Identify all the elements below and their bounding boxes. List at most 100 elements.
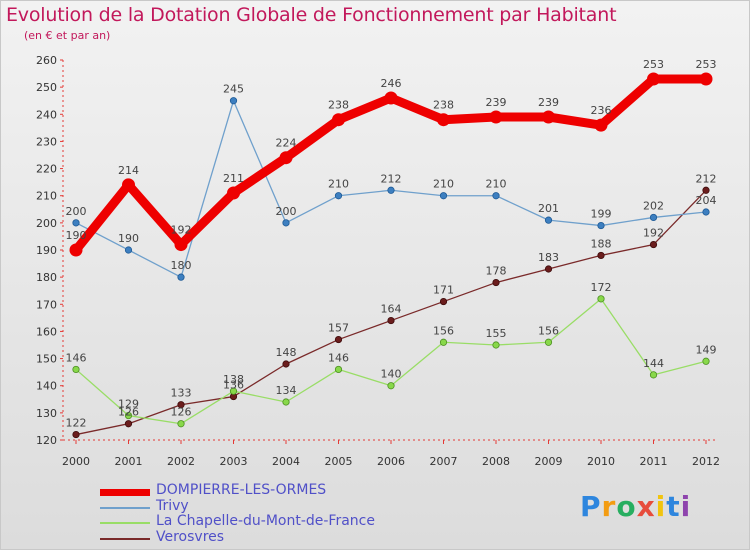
data-label: 180 [171,259,192,272]
data-point [594,118,608,132]
data-label: 134 [276,384,297,397]
proxiti-logo: Proxiti [580,490,692,523]
data-point [124,246,133,254]
data-label: 245 [223,83,244,96]
data-label: 211 [223,172,244,185]
data-point [387,316,395,325]
data-point [597,251,605,260]
data-point [544,216,553,224]
data-point [174,238,188,252]
legend-swatch [100,489,150,496]
data-label: 214 [118,164,139,177]
data-label: 188 [591,237,612,250]
data-label: 238 [433,99,454,112]
x-tick-label: 2010 [587,455,615,468]
data-point [489,110,503,124]
data-label: 156 [538,324,559,337]
data-point [702,186,710,194]
data-label: 138 [223,373,244,386]
data-label: 155 [486,327,507,340]
data-label: 171 [433,284,454,297]
data-point [124,411,133,420]
data-point [72,219,80,227]
data-point [439,192,448,200]
data-label: 122 [66,417,87,430]
data-point [72,365,80,374]
data-point [647,72,660,86]
y-tick-label: 140 [36,380,57,393]
data-label: 192 [643,227,664,240]
data-label: 164 [381,303,402,316]
data-label: 210 [328,178,349,191]
y-tick-label: 170 [36,298,57,311]
data-point [544,265,553,273]
x-tick-label: 2002 [167,455,195,468]
legend-label: Trivy [156,497,189,514]
data-label: 178 [486,265,507,278]
x-tick-label: 2003 [220,455,248,468]
x-tick-label: 2008 [482,455,510,468]
data-label: 126 [118,406,139,419]
y-tick-label: 150 [36,353,57,366]
data-label: 129 [118,398,139,411]
data-label: 238 [328,99,349,112]
data-label: 126 [171,406,192,419]
data-label: 146 [66,351,87,364]
data-label: 253 [696,58,717,71]
data-point [492,278,500,287]
data-point [282,360,290,368]
data-label: 146 [328,351,349,364]
data-point [282,398,290,406]
data-point [649,371,658,379]
data-label: 210 [433,178,454,191]
chart-axes: 120 130 140 150 160 170 180 190 200 210 220 230 240 2… [36,54,720,468]
data-point [542,110,555,124]
data-label: 224 [276,137,297,150]
data-label: 149 [696,343,717,356]
data-point [387,382,395,390]
data-label: 192 [171,224,192,237]
y-tick-label: 130 [36,407,57,420]
data-label: 201 [538,202,559,215]
y-tick-label: 250 [36,81,57,94]
data-point [387,186,395,194]
data-point [227,186,240,200]
data-point [177,273,185,281]
data-label: 172 [591,281,612,294]
x-tick-label: 2004 [272,455,300,468]
data-label: 236 [591,104,612,117]
legend-swatch [100,506,150,509]
x-tick-label: 2006 [377,455,405,468]
chart-title: Evolution de la Dotation Globale de Fonc… [6,4,617,26]
legend-swatch [100,537,150,540]
data-point [229,97,238,105]
data-point [229,387,238,395]
data-label: 239 [538,96,559,109]
y-tick-label: 260 [36,54,57,67]
data-label: 148 [276,346,297,359]
data-label: 212 [696,172,717,185]
data-label: 253 [643,58,664,71]
data-point [702,357,710,365]
x-tick-label: 2000 [62,455,90,468]
y-tick-label: 120 [36,434,57,447]
data-label: 183 [538,251,559,264]
data-point [649,213,658,222]
data-label: 212 [381,172,402,185]
x-tick-label: 2007 [430,455,458,468]
data-label: 210 [486,178,507,191]
data-point [69,243,83,257]
chart-subtitle: (en € et par an) [24,29,111,42]
y-tick-label: 230 [36,135,57,148]
data-point [699,72,713,86]
data-point [439,297,448,306]
data-label: 140 [381,368,402,381]
y-tick-label: 200 [36,217,57,230]
data-point [649,240,658,249]
data-point [334,192,343,200]
data-point [492,341,500,349]
data-label: 199 [591,208,612,221]
data-point [597,295,605,303]
data-label: 190 [66,229,87,242]
